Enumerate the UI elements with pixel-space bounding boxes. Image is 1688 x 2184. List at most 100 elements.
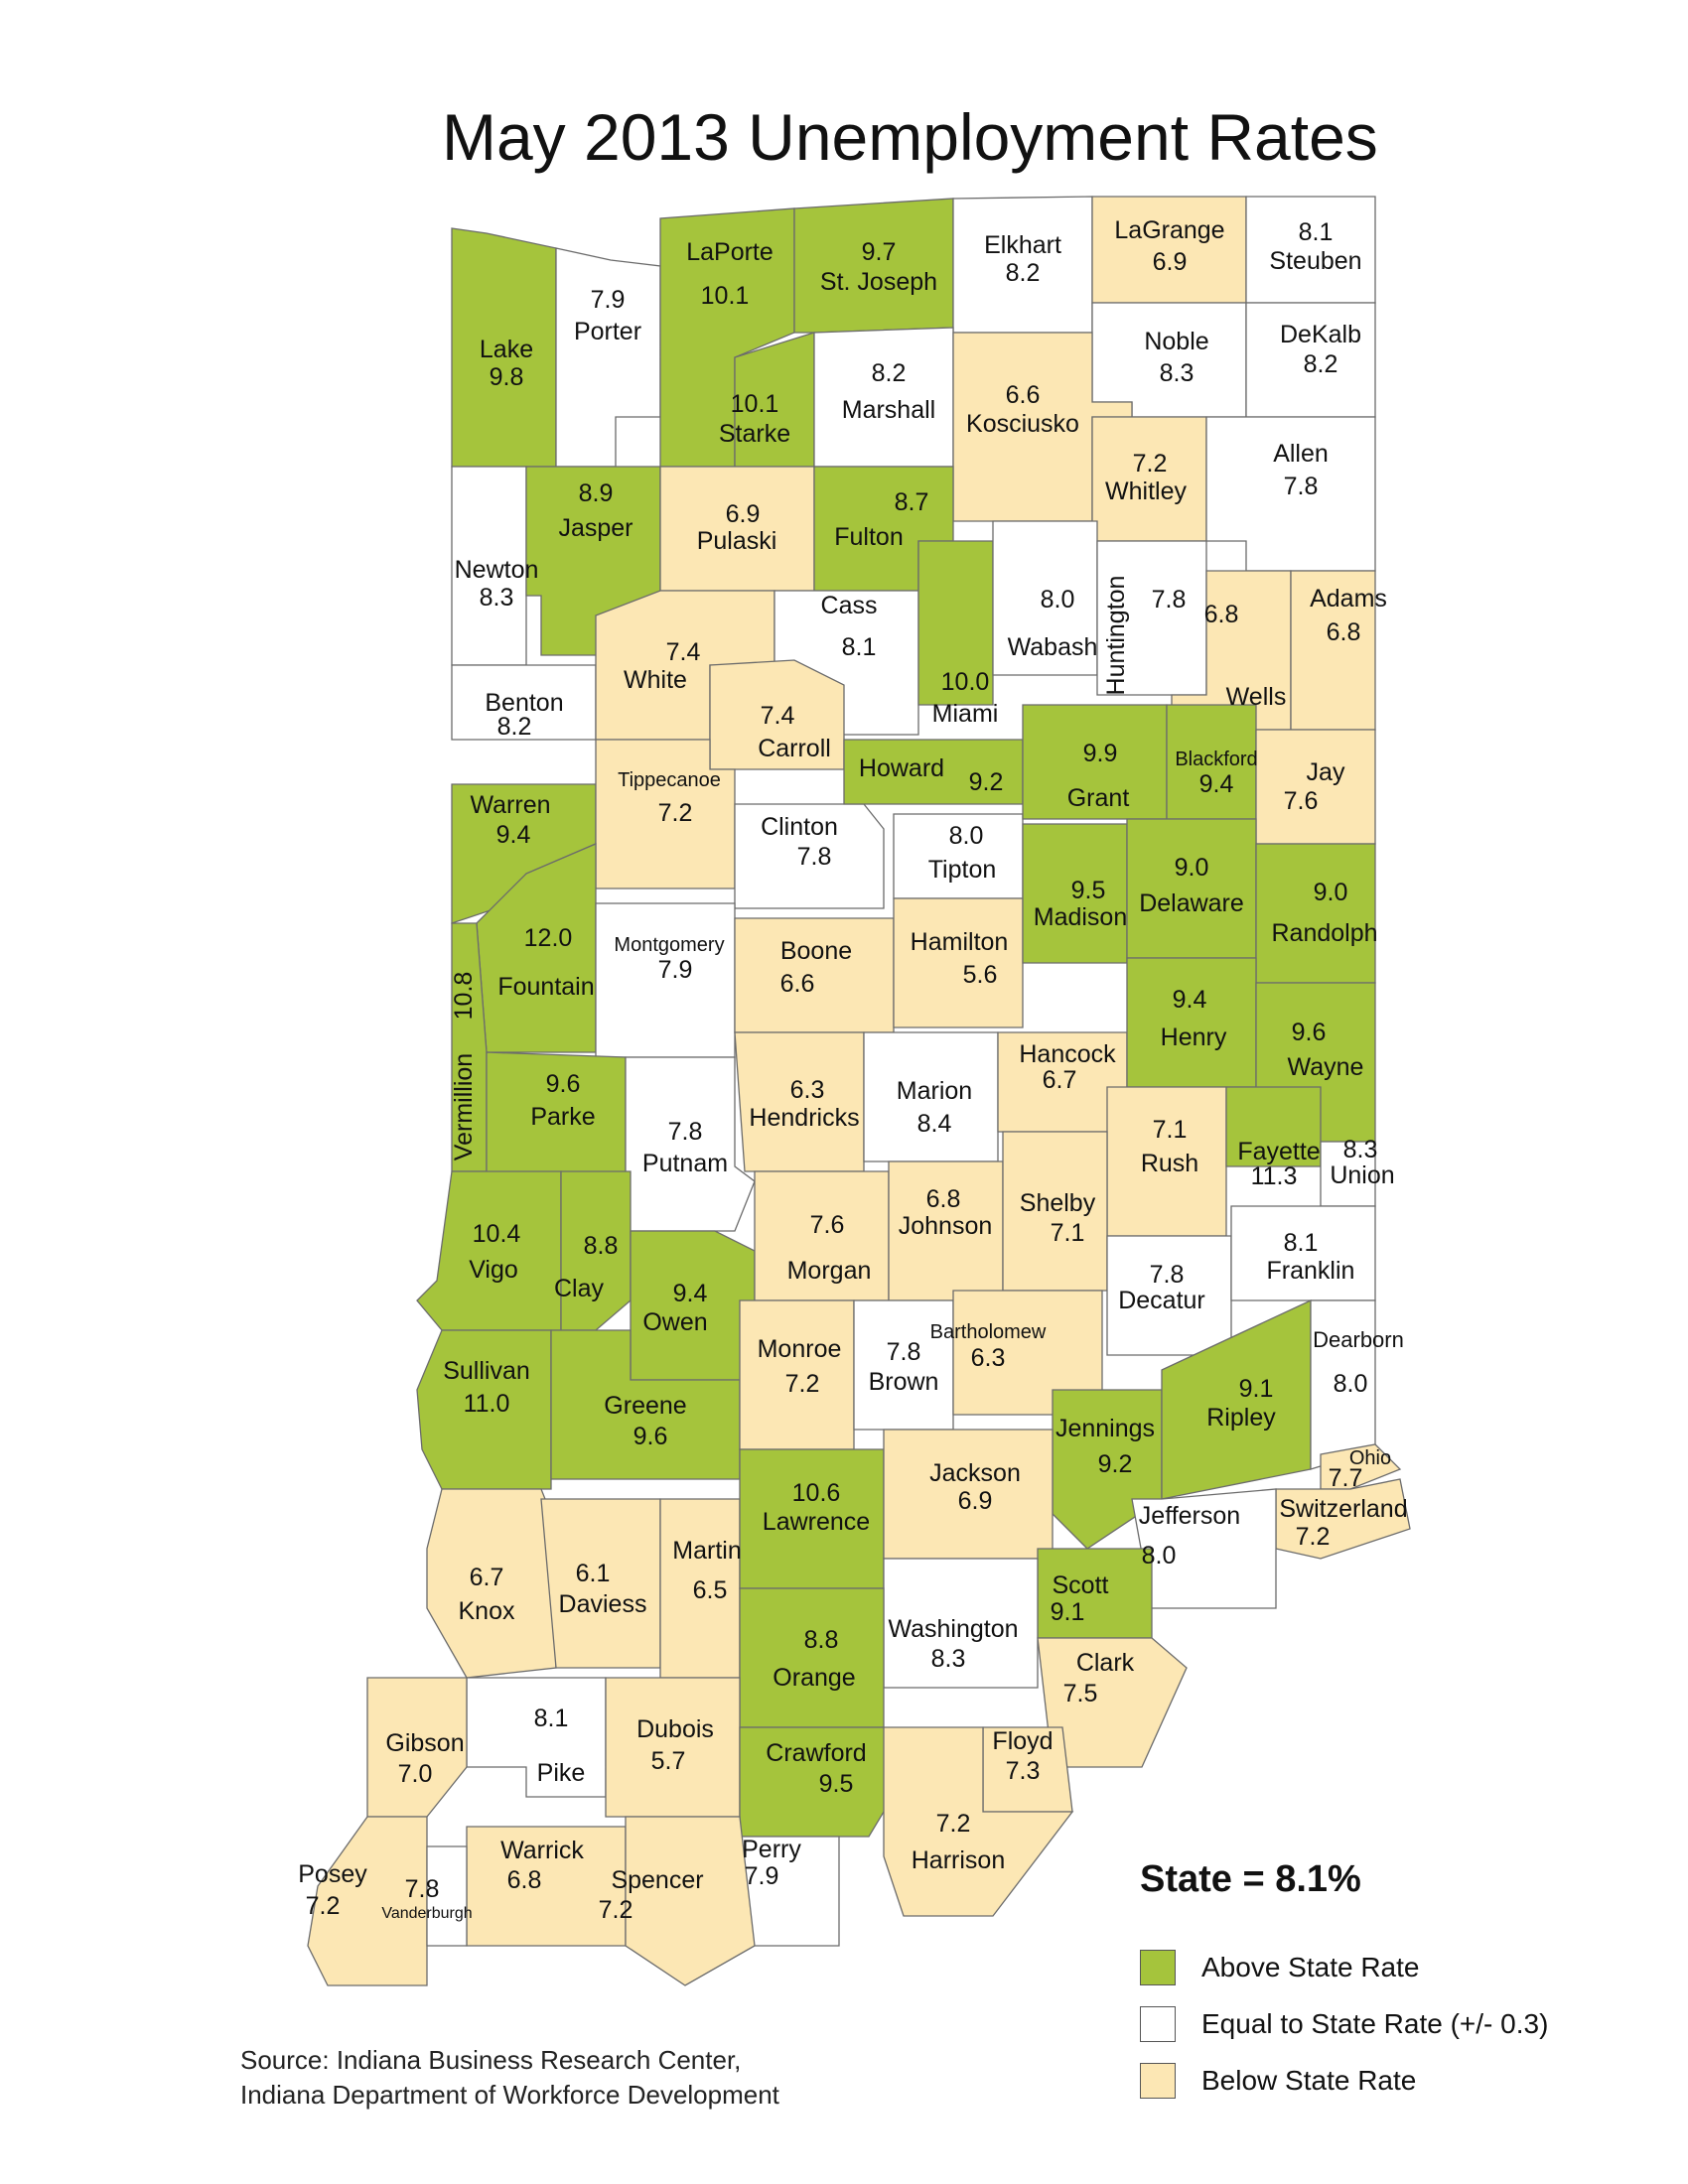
county-name-henry: Henry [1161, 1024, 1227, 1051]
county-delaware [1126, 818, 1257, 959]
county-rate-delaware: 9.0 [1175, 854, 1209, 882]
county-rate-boone: 6.6 [780, 970, 815, 998]
county-hamilton [893, 897, 1024, 1028]
county-knox [426, 1488, 557, 1679]
county-name-marshall: Marshall [842, 396, 935, 424]
county-name-jay: Jay [1307, 758, 1345, 786]
county-rate-bartholomew: 6.3 [971, 1344, 1006, 1372]
county-name-vermillion: Vermillion [450, 1053, 478, 1160]
county-name-greene: Greene [604, 1392, 686, 1420]
county-name-madison: Madison [1034, 903, 1128, 931]
county-rate-dearborn: 8.0 [1334, 1370, 1368, 1398]
county-name-shelby: Shelby [1020, 1189, 1096, 1217]
county-name-ohio: Ohio [1349, 1447, 1391, 1469]
legend-label-equal: Equal to State Rate (+/- 0.3) [1201, 2008, 1549, 2039]
county-rate-wayne: 9.6 [1292, 1019, 1327, 1046]
county-name-washington: Washington [888, 1615, 1018, 1643]
county-rate-franklin: 8.1 [1284, 1229, 1319, 1257]
county-rate-jasper: 8.9 [579, 479, 614, 507]
county-rate-spencer: 7.2 [599, 1896, 633, 1924]
county-rate-laporte: 10.1 [701, 282, 750, 310]
county-rate-morgan: 7.6 [810, 1211, 845, 1239]
legend-label-below: Below State Rate [1201, 2065, 1417, 2096]
county-name-dearborn: Dearborn [1313, 1327, 1404, 1352]
county-rate-washington: 8.3 [931, 1645, 966, 1673]
county-name-posey: Posey [298, 1860, 367, 1888]
county-rate-newton: 8.3 [480, 584, 514, 612]
county-vigo [416, 1170, 562, 1331]
county-rate-fulton: 8.7 [895, 488, 929, 516]
county-name-clay: Clay [554, 1275, 605, 1302]
county-rate-jay: 7.6 [1284, 787, 1319, 815]
county-rate-perry: 7.9 [745, 1862, 779, 1890]
county-rate-switzerland: 7.2 [1296, 1523, 1331, 1551]
county-rate-knox: 6.7 [470, 1564, 504, 1591]
county-porter [555, 247, 661, 468]
county-name-morgan: Morgan [787, 1257, 872, 1285]
county-name-fountain: Fountain [497, 973, 594, 1001]
county-name-tipton: Tipton [928, 856, 997, 884]
county-rate-benton: 8.2 [497, 713, 532, 741]
source-line-1: Source: Indiana Business Research Center… [240, 2045, 742, 2075]
county-rate-carroll: 7.4 [761, 702, 795, 730]
county-name-grant: Grant [1067, 784, 1130, 812]
county-rate-lawrence: 10.6 [792, 1479, 841, 1507]
county-name-blackford: Blackford [1175, 749, 1257, 770]
county-rate-martin: 6.5 [693, 1576, 728, 1604]
county-rate-vigo: 10.4 [473, 1220, 521, 1248]
county-name-ripley: Ripley [1206, 1404, 1276, 1432]
county-name-floyd: Floyd [992, 1727, 1053, 1755]
county-rate-ohio: 7.7 [1329, 1464, 1363, 1492]
county-miami [917, 540, 994, 706]
source-note: Source: Indiana Business Research Center… [240, 2043, 779, 2113]
county-rate-allen: 7.8 [1284, 473, 1319, 500]
county-name-whitley: Whitley [1105, 478, 1187, 505]
county-name-clinton: Clinton [761, 813, 838, 841]
county-rate-gibson: 7.0 [398, 1760, 433, 1788]
county-name-decatur: Decatur [1118, 1287, 1205, 1314]
county-name-huntington: Huntington [1102, 576, 1130, 696]
county-name-st-joseph: St. Joseph [820, 268, 937, 296]
county-henry [1126, 957, 1257, 1088]
county-rate-clay: 8.8 [584, 1232, 619, 1260]
county-rate-johnson: 6.8 [926, 1185, 961, 1213]
county-rate-tipton: 8.0 [949, 822, 984, 850]
county-name-randolph: Randolph [1271, 919, 1377, 947]
county-name-jasper: Jasper [558, 514, 633, 542]
county-rate-sullivan: 11.0 [464, 1390, 510, 1418]
county-orange [739, 1587, 885, 1728]
county-rate-jennings: 9.2 [1098, 1450, 1133, 1478]
county-rate-adams: 6.8 [1327, 618, 1361, 646]
legend-swatch-above [1140, 1950, 1176, 1985]
county-rate-floyd: 7.3 [1006, 1757, 1041, 1785]
county-name-johnson: Johnson [899, 1212, 993, 1240]
county-name-hendricks: Hendricks [749, 1104, 859, 1132]
county-rate-clark: 7.5 [1063, 1680, 1098, 1707]
county-rate-fayette: 11.3 [1251, 1162, 1298, 1190]
county-name-franklin: Franklin [1267, 1257, 1355, 1285]
county-name-fulton: Fulton [834, 523, 903, 551]
county-name-vanderburgh: Vanderburgh [381, 1905, 472, 1922]
county-name-rush: Rush [1141, 1150, 1198, 1177]
county-name-hamilton: Hamilton [911, 928, 1009, 956]
county-rate-pike: 8.1 [534, 1705, 569, 1732]
county-name-allen: Allen [1273, 440, 1329, 468]
county-name-vigo: Vigo [469, 1256, 518, 1284]
county-name-gibson: Gibson [385, 1729, 464, 1757]
county-name-montgomery: Montgomery [614, 934, 724, 956]
county-rate-warren: 9.4 [496, 821, 531, 849]
county-rate-white: 7.4 [666, 638, 701, 666]
county-rate-vanderburgh: 7.8 [405, 1875, 440, 1903]
county-rate-marshall: 8.2 [872, 359, 907, 387]
county-rate-grant: 9.9 [1083, 740, 1118, 767]
county-name-bartholomew: Bartholomew [930, 1321, 1047, 1343]
county-name-white: White [624, 666, 687, 694]
county-rate-kosciusko: 6.6 [1006, 381, 1041, 409]
county-name-harrison: Harrison [912, 1846, 1005, 1874]
county-rate-porter: 7.9 [591, 286, 626, 314]
county-rate-hancock: 6.7 [1043, 1066, 1077, 1094]
county-rate-miami: 10.0 [941, 668, 990, 696]
state-rate: State = 8.1% [1140, 1858, 1361, 1900]
